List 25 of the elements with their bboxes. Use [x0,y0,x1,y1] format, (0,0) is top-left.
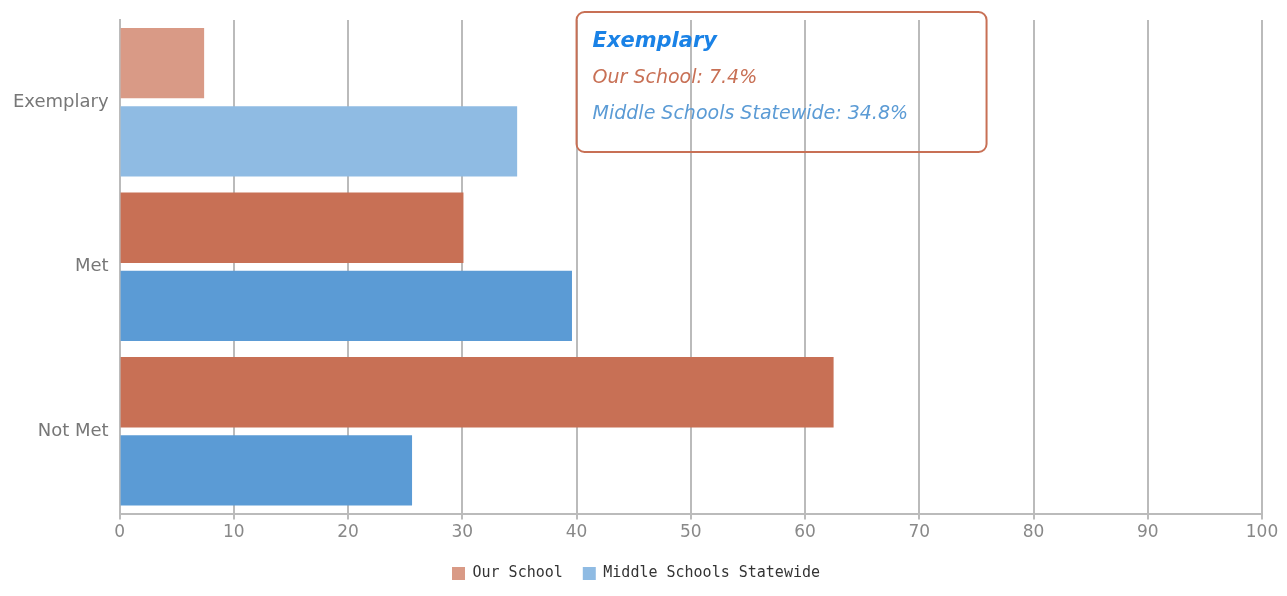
x-tick-label: 0 [114,521,125,542]
y-tick-label: Met [74,254,109,276]
x-tick-label: 60 [794,521,816,542]
x-tick-label: 70 [908,521,931,542]
x-tick-label: 80 [1022,521,1045,542]
x-tick-label: 10 [223,521,245,542]
annotation: Exemplary [592,28,719,53]
y-tick-label: Exemplary [13,89,109,111]
annotation: Middle Schools Statewide: 34.8% [592,100,909,123]
legend-label: Middle Schools Statewide [603,563,821,582]
y-tick-label: Not Met [37,419,109,441]
bar [120,192,464,263]
bar [120,28,205,99]
bar [120,357,834,428]
legend-label: Our School [472,563,563,582]
x-tick-label: 100 [1245,521,1279,542]
x-tick-label: 90 [1136,521,1159,542]
annotation: Our School: 7.4% [592,64,758,87]
x-tick-label: 20 [337,521,359,542]
bar [120,106,518,177]
x-tick-label: 50 [679,521,702,542]
x-tick-label: 30 [451,521,474,542]
bar [120,435,413,506]
bar [120,270,572,342]
x-tick-label: 40 [565,521,588,542]
